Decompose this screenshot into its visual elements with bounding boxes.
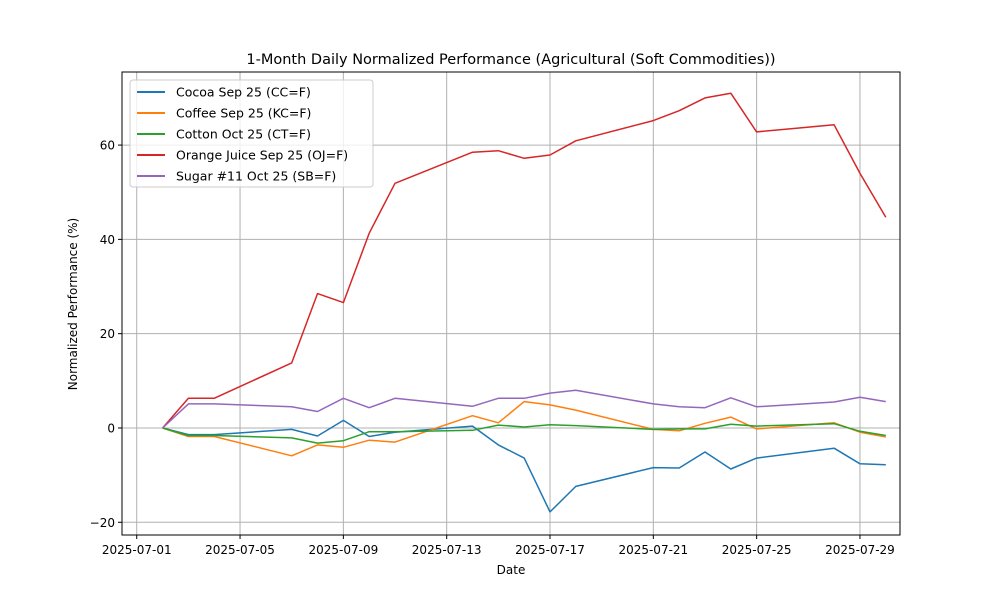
legend-entry: Cotton Oct 25 (CT=F) [176, 127, 311, 142]
series-line-cocoa [162, 419, 886, 513]
series-line-sugar [162, 389, 886, 429]
plot-frame [121, 71, 901, 536]
x-tick-label: 2025-07-09 [308, 543, 378, 557]
y-axis-ticks: −20 0 20 40 60 [90, 139, 122, 530]
legend-entry: Coffee Sep 25 (KC=F) [176, 106, 311, 121]
x-tick-label: 2025-07-17 [515, 543, 585, 557]
legend-entry: Sugar #11 Oct 25 (SB=F) [176, 169, 336, 184]
y-tick-label: −20 [90, 516, 115, 530]
x-tick-label: 2025-07-13 [412, 543, 482, 557]
y-tick-label: 60 [100, 139, 115, 153]
y-axis-label: Normalized Performance (%) [66, 218, 80, 391]
x-tick-label: 2025-07-01 [102, 543, 172, 557]
y-tick-label: 20 [100, 327, 115, 341]
series-lines [162, 92, 887, 513]
series-line-orange [162, 92, 887, 429]
x-tick-label: 2025-07-21 [618, 543, 688, 557]
x-tick-label: 2025-07-25 [722, 543, 792, 557]
series-line-cotton [162, 422, 886, 444]
legend: Cocoa Sep 25 (CC=F) Coffee Sep 25 (KC=F) C… [129, 79, 374, 188]
legend-box [129, 79, 374, 188]
chart-title: 1-Month Daily Normalized Performance (Ag… [246, 52, 775, 68]
legend-entry: Cocoa Sep 25 (CC=F) [176, 85, 311, 100]
legend-entry: Orange Juice Sep 25 (OJ=F) [176, 148, 348, 163]
y-tick-label: 0 [107, 421, 115, 435]
x-tick-label: 2025-07-05 [205, 543, 275, 557]
x-tick-label: 2025-07-29 [825, 543, 895, 557]
x-axis-ticks: 2025-07-01 2025-07-05 2025-07-09 2025-07-13… [102, 535, 895, 557]
y-tick-label: 40 [100, 233, 115, 247]
x-axis-label: Date [497, 563, 526, 577]
